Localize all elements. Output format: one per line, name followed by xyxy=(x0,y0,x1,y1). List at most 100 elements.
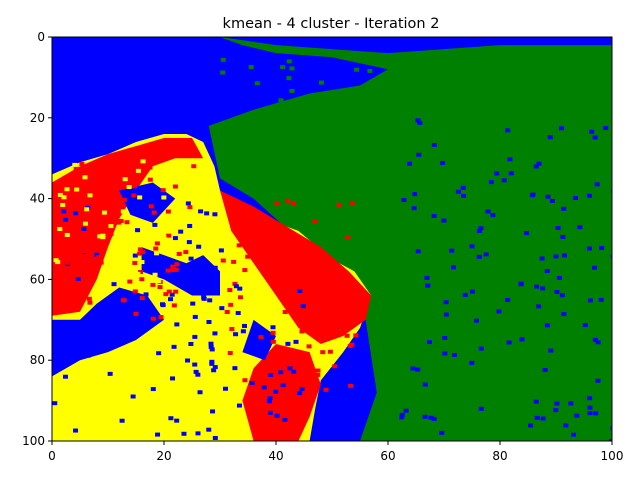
cluster-speck-264 xyxy=(69,190,75,195)
cluster-speck-293 xyxy=(115,233,121,238)
cluster-speck-210 xyxy=(111,282,117,287)
cluster-speck-193 xyxy=(130,334,136,339)
cluster-speck-418 xyxy=(280,383,286,388)
cluster-speck-309 xyxy=(57,192,63,197)
cluster-speck-271 xyxy=(176,251,182,256)
cluster-speck-427 xyxy=(192,362,198,367)
cluster-speck-61 xyxy=(403,408,409,413)
cluster-speck-184 xyxy=(174,418,180,423)
cluster-speck-333 xyxy=(317,283,323,288)
cluster-speck-350 xyxy=(258,335,264,340)
cluster-speck-258 xyxy=(73,166,79,171)
cluster-speck-229 xyxy=(158,315,164,320)
cluster-speck-109 xyxy=(440,160,446,165)
cluster-speck-194 xyxy=(75,276,81,281)
cluster-speck-219 xyxy=(159,302,165,307)
cluster-speck-322 xyxy=(145,243,151,248)
cluster-speck-18 xyxy=(490,213,496,218)
cluster-speck-112 xyxy=(610,254,612,259)
cluster-speck-334 xyxy=(284,397,290,402)
cluster-speck-148 xyxy=(310,101,316,106)
cluster-region-5 xyxy=(220,190,372,345)
cluster-speck-8 xyxy=(547,135,553,140)
cluster-speck-376 xyxy=(349,200,355,205)
cluster-speck-40 xyxy=(568,401,574,406)
cluster-speck-10 xyxy=(595,378,601,383)
cluster-speck-141 xyxy=(277,146,283,151)
cluster-speck-332 xyxy=(242,268,248,273)
cluster-speck-42 xyxy=(415,249,421,254)
cluster-speck-84 xyxy=(533,399,539,404)
cluster-speck-54 xyxy=(556,275,562,280)
cluster-speck-360 xyxy=(296,280,302,285)
cluster-speck-129 xyxy=(293,143,299,148)
cluster-speck-100 xyxy=(574,413,580,418)
cluster-speck-385 xyxy=(274,201,280,206)
cluster-speck-327 xyxy=(138,240,144,245)
cluster-speck-9 xyxy=(544,269,550,274)
cluster-speck-92 xyxy=(518,281,524,286)
cluster-speck-259 xyxy=(118,218,124,223)
cluster-region-8 xyxy=(141,247,220,296)
cluster-speck-422 xyxy=(299,387,305,392)
cluster-speck-398 xyxy=(235,311,241,316)
cluster-speck-2 xyxy=(554,289,560,294)
cluster-speck-277 xyxy=(85,244,91,249)
cluster-speck-147 xyxy=(326,129,332,134)
cluster-speck-150 xyxy=(366,84,372,89)
cluster-speck-423 xyxy=(274,413,280,418)
cluster-speck-348 xyxy=(344,333,350,338)
cluster-speck-246 xyxy=(150,282,156,287)
cluster-speck-177 xyxy=(204,211,210,216)
cluster-speck-154 xyxy=(371,140,377,145)
cluster-speck-296 xyxy=(57,226,63,231)
cluster-speck-392 xyxy=(222,386,228,391)
cluster-speck-381 xyxy=(270,339,276,344)
cluster-speck-95 xyxy=(462,292,468,297)
cluster-speck-408 xyxy=(214,284,220,289)
cluster-speck-326 xyxy=(84,207,90,212)
cluster-region-9 xyxy=(119,182,176,223)
cluster-speck-313 xyxy=(82,175,88,180)
cluster-speck-352 xyxy=(237,216,243,221)
cluster-speck-46 xyxy=(496,309,502,314)
cluster-speck-29 xyxy=(476,254,482,259)
cluster-speck-399 xyxy=(192,314,198,319)
cluster-speck-273 xyxy=(191,164,197,169)
cluster-speck-307 xyxy=(161,236,167,241)
cluster-speck-342 xyxy=(295,363,301,368)
cluster-speck-88 xyxy=(563,423,569,428)
cluster-speck-290 xyxy=(148,237,154,242)
cluster-speck-66 xyxy=(410,366,416,371)
cluster-speck-203 xyxy=(171,344,177,349)
cluster-speck-226 xyxy=(173,267,179,272)
cluster-speck-37 xyxy=(549,198,555,203)
cluster-speck-372 xyxy=(316,322,322,327)
cluster-speck-306 xyxy=(103,259,109,264)
cluster-speck-261 xyxy=(108,232,114,237)
cluster-speck-393 xyxy=(212,435,218,440)
cluster-speck-142 xyxy=(339,131,345,136)
cluster-speck-182 xyxy=(190,301,196,306)
cluster-speck-257 xyxy=(107,178,113,183)
cluster-speck-411 xyxy=(249,381,255,386)
cluster-speck-247 xyxy=(93,199,99,204)
cluster-speck-274 xyxy=(66,207,72,212)
cluster-speck-268 xyxy=(120,298,126,303)
cluster-speck-354 xyxy=(236,243,242,248)
cluster-speck-275 xyxy=(171,303,177,308)
cluster-speck-328 xyxy=(122,177,128,182)
cluster-speck-172 xyxy=(59,347,65,352)
cluster-speck-106 xyxy=(416,152,422,157)
cluster-speck-152 xyxy=(286,76,292,81)
cluster-speck-387 xyxy=(332,364,338,369)
cluster-speck-5 xyxy=(544,323,550,328)
cluster-speck-238 xyxy=(132,289,138,294)
cluster-region-10 xyxy=(242,319,276,361)
cluster-speck-138 xyxy=(293,106,299,111)
cluster-speck-345 xyxy=(281,224,287,229)
cluster-speck-413 xyxy=(267,396,273,401)
cluster-speck-80 xyxy=(555,226,561,231)
cluster-speck-127 xyxy=(259,150,265,155)
cluster-speck-99 xyxy=(415,367,421,372)
